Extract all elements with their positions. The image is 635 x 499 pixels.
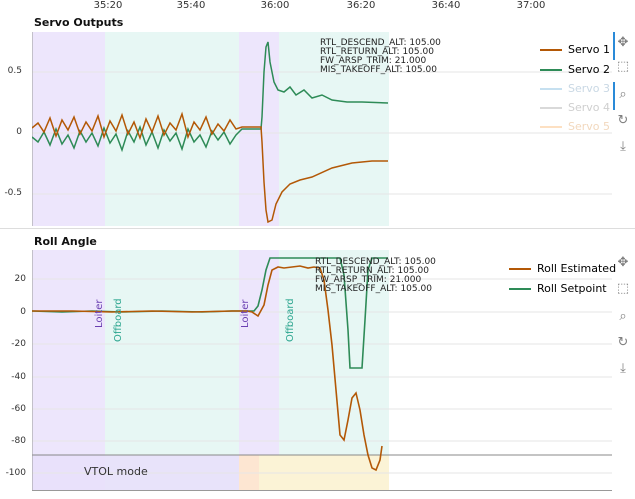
panel-divider — [0, 228, 635, 229]
mode-label-loiter: Loiter — [94, 299, 105, 328]
mode-label-offboard: Offboard — [285, 298, 296, 342]
vtol-mode-label: VTOL mode — [84, 465, 148, 478]
roll-plot[interactable]: RTL_DESCEND_ALT: 105.00 RTL_RETURN_ALT: … — [32, 250, 612, 490]
offboard-band — [105, 250, 239, 490]
mode-label-loiter: Loiter — [240, 299, 251, 328]
param-annotation: FW_ARSP_TRIM: 21.000 — [320, 56, 426, 66]
param-annotation: RTL_RETURN_ALT: 105.00 — [320, 47, 434, 57]
legend-servo-4[interactable]: Servo 4 — [540, 101, 610, 114]
param-annotation: RTL_RETURN_ALT: 105.00 — [315, 266, 429, 276]
offboard-band — [105, 32, 239, 226]
wheel-zoom-icon[interactable]: ⌕ — [619, 87, 627, 102]
active-tool-indicator — [613, 32, 615, 60]
y-tick: 20 — [14, 274, 26, 284]
y-tick: -100 — [5, 468, 26, 478]
pan-icon[interactable]: ✥ — [617, 255, 629, 270]
legend-servo-5[interactable]: Servo 5 — [540, 120, 610, 133]
servo-2-line — [32, 41, 389, 153]
reset-icon[interactable]: ↻ — [617, 113, 629, 128]
box-zoom-icon[interactable]: ⬚ — [616, 59, 630, 74]
y-tick: -40 — [11, 372, 26, 382]
time-tick: 36:40 — [431, 0, 461, 11]
box-zoom-icon[interactable]: ⬚ — [616, 281, 630, 296]
reset-icon[interactable]: ↻ — [617, 335, 629, 350]
time-tick: 35:40 — [176, 0, 206, 11]
roll-estimated-line — [32, 265, 383, 472]
time-tick: 37:00 — [516, 0, 546, 11]
param-annotation: RTL_DESCEND_ALT: 105.00 — [320, 38, 441, 48]
param-annotation: FW_ARSP_TRIM: 21.000 — [315, 275, 421, 285]
pan-icon[interactable]: ✥ — [617, 35, 629, 50]
y-tick: 0.5 — [7, 66, 22, 76]
y-tick: 0 — [16, 127, 22, 137]
legend-roll-setpoint[interactable]: Roll Setpoint — [509, 282, 607, 295]
save-icon[interactable]: ⤓ — [620, 361, 626, 376]
loiter-band — [239, 250, 279, 490]
time-tick: 36:20 — [346, 0, 376, 11]
mode-label-offboard: Offboard — [113, 298, 124, 342]
param-annotation: MIS_TAKEOFF_ALT: 105.00 — [320, 65, 437, 75]
time-tick: 35:20 — [93, 0, 123, 11]
param-annotation: RTL_DESCEND_ALT: 105.00 — [315, 257, 436, 267]
y-tick: -60 — [11, 404, 26, 414]
y-tick: -0.5 — [4, 188, 22, 198]
servo-1-line — [32, 111, 388, 224]
wheel-zoom-icon[interactable]: ⌕ — [619, 309, 627, 324]
y-tick: 0 — [20, 307, 26, 317]
legend-roll-estimated[interactable]: Roll Estimated — [509, 262, 616, 275]
active-tool-indicator — [613, 82, 615, 110]
servo-panel-title: Servo Outputs — [34, 16, 124, 29]
legend-servo-2[interactable]: Servo 2 — [540, 63, 610, 76]
y-tick: -20 — [11, 339, 26, 349]
loiter-band — [32, 250, 105, 490]
legend-servo-3[interactable]: Servo 3 — [540, 82, 610, 95]
y-tick: -80 — [11, 436, 26, 446]
legend-servo-1[interactable]: Servo 1 — [540, 43, 610, 56]
save-icon[interactable]: ⤓ — [620, 139, 626, 154]
servo-plot[interactable]: RTL_DESCEND_ALT: 105.00 RTL_RETURN_ALT: … — [32, 32, 612, 226]
top-time-axis: 35:20 35:40 36:00 36:20 36:40 37:00 — [0, 0, 635, 14]
time-tick: 36:00 — [260, 0, 290, 11]
roll-panel-title: Roll Angle — [34, 235, 97, 248]
bottom-axis — [32, 490, 612, 491]
param-annotation: MIS_TAKEOFF_ALT: 105.00 — [315, 284, 432, 294]
